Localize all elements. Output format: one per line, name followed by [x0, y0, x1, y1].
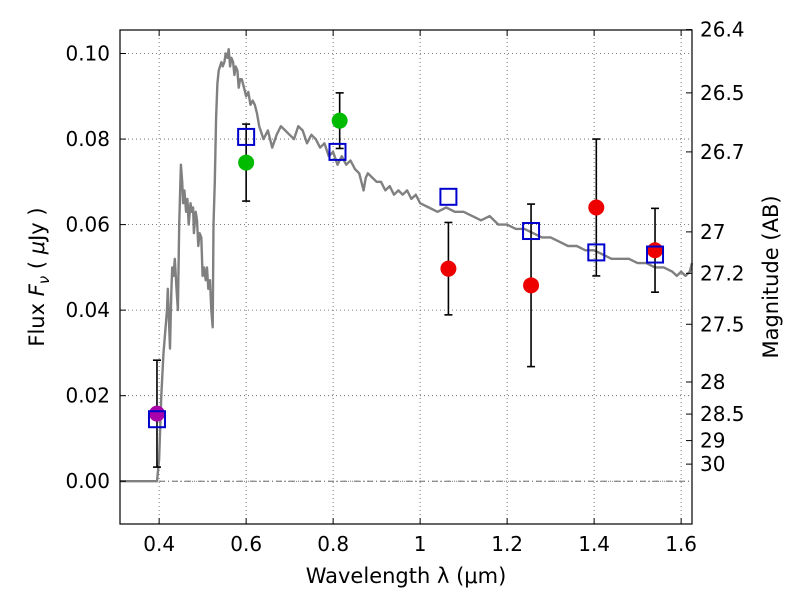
model-spectrum-line	[120, 48, 694, 483]
model-squares	[147, 127, 665, 429]
magnitude-tick-label: 26.7	[700, 140, 745, 164]
x-tick-label: 1.4	[578, 532, 610, 556]
observed-point	[588, 199, 605, 216]
magnitude-tick-label: 27	[700, 220, 725, 244]
observed-point	[331, 112, 348, 129]
observed-point	[523, 277, 540, 294]
model-photometry-square	[646, 245, 665, 264]
plot-frame	[119, 29, 693, 525]
model-photometry-square	[147, 410, 166, 429]
y-tick-label: 0.08	[65, 127, 110, 151]
magnitude-tick-label: 26.5	[700, 81, 745, 105]
magnitude-tick-label: 27.2	[700, 261, 745, 285]
y-axis-label: Flux Fν ( μJy )	[25, 207, 53, 346]
y-tick-label: 0.10	[65, 42, 110, 66]
right-axis-label: Magnitude (AB)	[759, 195, 783, 358]
x-tick-label: 0.8	[317, 532, 349, 556]
x-tick-label: 1.6	[665, 532, 697, 556]
x-axis-label: Wavelength λ (μm)	[306, 564, 507, 588]
y-tick-label: 0.00	[65, 469, 110, 493]
x-tick-label: 1	[414, 532, 427, 556]
magnitude-tick-label: 26.4	[700, 18, 745, 42]
model-photometry-square	[587, 243, 606, 262]
y-tick-label: 0.04	[65, 298, 110, 322]
magnitude-tick-label: 30	[700, 452, 725, 476]
x-ticks: 0.4 0.6 0.8 1 1.2 1.4 1.6	[143, 30, 697, 556]
magnitude-tick-label: 27.5	[700, 312, 745, 336]
model-photometry-square	[237, 127, 256, 146]
x-tick-label: 0.4	[143, 532, 175, 556]
magnitude-tick-label: 28.5	[700, 402, 745, 426]
magnitude-tick-label: 28	[700, 370, 725, 394]
observed-point	[440, 260, 457, 277]
x-tick-label: 0.6	[230, 532, 262, 556]
y-tick-label: 0.06	[65, 213, 110, 237]
x-tick-label: 1.2	[491, 532, 523, 556]
model-photometry-square	[439, 187, 458, 206]
observed-point	[148, 405, 165, 422]
model-spectrum-layer	[120, 48, 694, 483]
y-ticks: 0.00 0.02 0.04 0.06 0.08 0.10	[65, 42, 126, 493]
y-tick-label: 0.02	[65, 384, 110, 408]
model-photometry-square	[522, 222, 541, 241]
observed-point	[647, 242, 664, 259]
model-photometry-square	[328, 142, 347, 161]
magnitude-tick-label: 29	[700, 429, 725, 453]
observed-point	[238, 154, 255, 171]
observed-points	[148, 112, 664, 422]
